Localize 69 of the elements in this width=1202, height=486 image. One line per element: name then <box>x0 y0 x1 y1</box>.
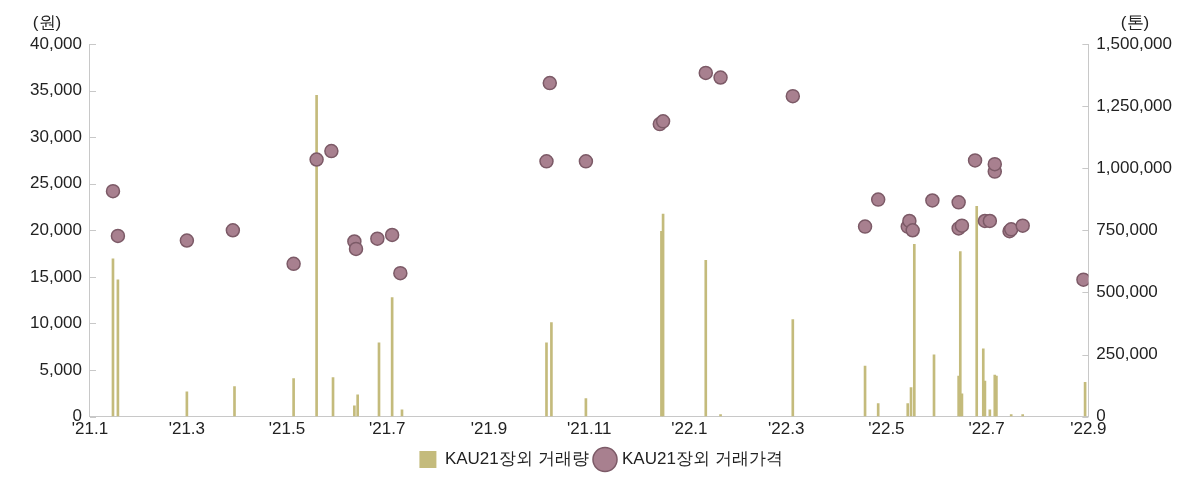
bar <box>1021 414 1025 417</box>
bar <box>791 319 795 417</box>
bar <box>292 378 295 417</box>
bar <box>876 403 880 417</box>
bar <box>912 243 916 417</box>
point <box>967 153 983 168</box>
point <box>393 265 408 281</box>
point <box>384 227 400 243</box>
y2-tick-label: 1,000,000 <box>1096 157 1173 177</box>
x-tick-label: '22.1 <box>671 419 708 439</box>
point <box>348 241 364 257</box>
x-tick-label: '21.9 <box>470 419 508 439</box>
x-tick-label: '21.11 <box>566 419 612 439</box>
y2-tick-label: 500,000 <box>1096 282 1158 302</box>
legend-label: KAU21장외 거래가격 <box>622 449 783 469</box>
point <box>105 183 121 199</box>
point <box>324 143 339 159</box>
y2-tick-label: 1,500,000 <box>1096 33 1173 53</box>
bar <box>233 386 236 417</box>
point <box>1015 218 1030 233</box>
point <box>225 223 241 238</box>
point <box>539 154 554 169</box>
point <box>857 219 873 234</box>
x-tick-label: '21.5 <box>268 419 306 439</box>
y-tick-label: 15,000 <box>30 266 82 286</box>
x-tick-label: '22.5 <box>868 419 905 439</box>
bar <box>719 414 722 417</box>
bar <box>1009 414 1013 417</box>
point <box>785 88 801 104</box>
y-tick-label: 25,000 <box>30 173 82 193</box>
point <box>713 70 728 85</box>
point <box>309 152 324 167</box>
point <box>286 256 301 272</box>
y-axis-title: (원) <box>32 13 62 33</box>
y2-tick-label: 250,000 <box>1096 344 1158 364</box>
x-tick-label: '21.3 <box>168 419 206 439</box>
y-tick-label: 10,000 <box>30 313 82 333</box>
y-tick-label: 20,000 <box>30 219 82 239</box>
point <box>954 218 970 233</box>
y-tick-label: 40,000 <box>30 33 82 53</box>
point <box>370 231 385 246</box>
bar <box>315 95 318 417</box>
bar <box>958 251 962 417</box>
y-tick-label: 30,000 <box>30 126 82 146</box>
bar <box>356 394 359 417</box>
point <box>698 65 714 81</box>
x-tick-label: '21.7 <box>369 419 406 439</box>
point <box>578 154 594 169</box>
bar <box>545 342 548 417</box>
legend-label: KAU21장외 거래량 <box>444 449 589 469</box>
bar <box>550 322 553 417</box>
point <box>982 213 998 229</box>
point <box>542 75 558 91</box>
y2-tick-label: 1,250,000 <box>1096 95 1173 115</box>
point <box>179 233 195 248</box>
y2-axis-title: (톤) <box>1120 13 1150 33</box>
bar <box>704 260 708 417</box>
point <box>925 193 940 208</box>
bar <box>975 206 979 417</box>
x-tick-label: '22.7 <box>968 419 1005 439</box>
x-tick-label: '22.3 <box>768 419 805 439</box>
point <box>905 223 920 238</box>
point <box>870 192 886 207</box>
point <box>951 195 966 210</box>
point <box>987 156 1003 172</box>
y-tick-label: 5,000 <box>39 359 82 379</box>
point <box>110 228 126 244</box>
y2-tick-label: 750,000 <box>1096 219 1158 239</box>
y-tick-label: 35,000 <box>30 80 82 100</box>
